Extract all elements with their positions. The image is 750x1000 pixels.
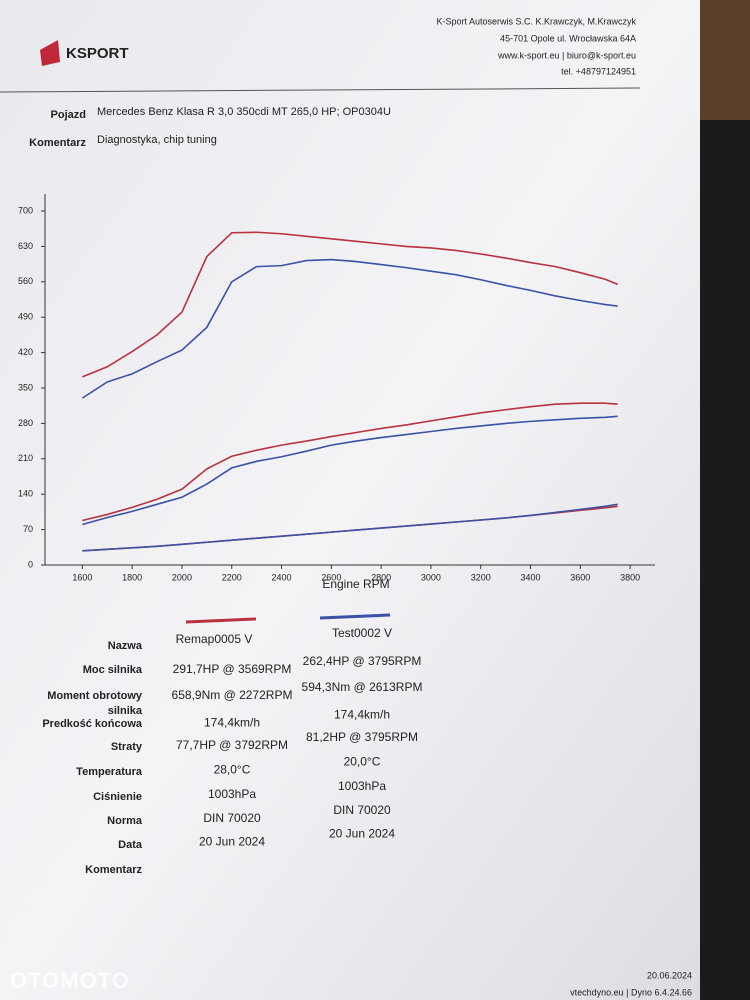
y-tick-label: 210: [18, 453, 33, 463]
cell-value: 291,7HP @ 3569RPM: [173, 662, 292, 676]
chart: 0 70 140 210 280 350 420 490 560 630 700 1600 1800 20…: [18, 194, 655, 591]
row-label: Straty: [111, 741, 143, 753]
watermark: OTOMOTO: [10, 968, 130, 993]
y-tick-label: 560: [18, 276, 33, 286]
company-line: K-Sport Autoserwis S.C. K.Krawczyk, M.Kr…: [436, 16, 636, 26]
power-line: [82, 415, 618, 526]
y-tick-label: 700: [18, 205, 33, 215]
cell-value: 20 Jun 2024: [199, 834, 265, 848]
cell-value: DIN 70020: [203, 811, 261, 825]
cell-value: 174,4km/h: [334, 707, 390, 721]
x-tick-label: 3800: [620, 572, 640, 582]
y-tick-label: 350: [18, 382, 33, 392]
row-label: Nazwa: [108, 640, 143, 652]
results-table: Nazwa Remap0005 V Test0002 V Moc silnika 291…: [42, 613, 423, 876]
vehicle-label: Pojazd: [51, 109, 86, 121]
row-label: Moc silnika: [83, 664, 143, 676]
cell-value: 20,0°C: [344, 755, 381, 769]
power-line: [82, 402, 618, 522]
y-tick-label: 0: [28, 559, 33, 569]
row-label: Norma: [107, 815, 143, 827]
row-label: Predkość końcowa: [42, 718, 143, 730]
vehicle-text: Mercedes Benz Klasa R 3,0 350cdi MT 265,…: [97, 106, 391, 118]
row-label: Moment obrotowy silnika: [47, 690, 143, 717]
row-label: Ciśnienie: [93, 791, 142, 803]
cell-value: 20 Jun 2024: [329, 826, 395, 840]
company-line: tel. +48797124951: [561, 66, 636, 76]
x-tick-label: 2200: [222, 572, 242, 582]
x-tick-label: 2400: [272, 572, 292, 582]
x-tick-label: 2600: [321, 572, 341, 582]
x-tick-label: 3600: [570, 572, 590, 582]
table-edge: [700, 0, 750, 120]
legend-swatch: [185, 617, 257, 624]
x-tick-label: 2800: [371, 572, 391, 582]
logo: KSPORT: [40, 40, 129, 66]
x-tick-label: 3400: [520, 572, 540, 582]
comment-label: Komentarz: [29, 137, 86, 149]
y-tick-label: 490: [18, 312, 33, 322]
cell-value: 262,4HP @ 3795RPM: [303, 654, 422, 668]
footer-software: vtechdyno.eu | Dyno 6.4.24.66: [570, 987, 692, 997]
y-tick-label: 630: [18, 241, 33, 251]
row-label: Komentarz: [85, 864, 142, 876]
x-tick-label: 2000: [172, 572, 192, 582]
legend-swatch: [319, 613, 391, 620]
losses-line: [82, 503, 618, 552]
comment-text: Diagnostyka, chip tuning: [97, 134, 217, 146]
y-tick-label: 70: [23, 524, 33, 534]
x-tick-label: 3000: [421, 572, 441, 582]
x-tick-label: 3200: [471, 572, 491, 582]
y-tick-label: 420: [18, 347, 33, 357]
x-tick-label: 1800: [122, 572, 142, 582]
cell-value: DIN 70020: [333, 803, 391, 817]
cell-value: 77,7HP @ 3792RPM: [176, 738, 288, 752]
cell-value: 1003hPa: [208, 787, 256, 801]
cell-value: 594,3Nm @ 2613RPM: [302, 680, 423, 694]
company-line: 45-701 Opole ul. Wrocławska 64A: [500, 33, 636, 43]
logo-mark: [40, 40, 60, 66]
paper: [0, 0, 700, 1000]
row-label: Data: [118, 839, 143, 851]
y-tick-label: 280: [18, 418, 33, 428]
y-tick-label: 140: [18, 489, 33, 499]
company-line: www.k-sport.eu | biuro@k-sport.eu: [497, 50, 636, 60]
cell-value: 174,4km/h: [204, 715, 260, 729]
x-axis-label: Engine RPM: [322, 577, 389, 591]
footer-date: 20.06.2024: [647, 970, 692, 980]
row-label: Temperatura: [76, 766, 143, 778]
cell-value: 28,0°C: [214, 763, 251, 777]
torque-line: [81, 258, 618, 399]
logo-text: KSPORT: [66, 45, 129, 62]
torque-line: [82, 231, 618, 378]
cell-value: 81,2HP @ 3795RPM: [306, 730, 418, 744]
cell-value: 1003hPa: [338, 779, 386, 793]
header-rule: [0, 87, 641, 93]
x-tick-label: 1600: [72, 572, 92, 582]
cell-value: 658,9Nm @ 2272RPM: [172, 688, 293, 702]
legend-name: Test0002 V: [332, 626, 392, 640]
legend-name: Remap0005 V: [176, 632, 253, 646]
